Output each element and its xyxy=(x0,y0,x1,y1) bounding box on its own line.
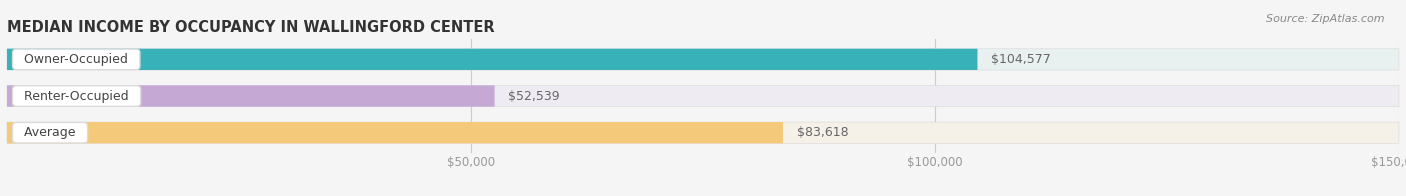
FancyBboxPatch shape xyxy=(7,49,1399,70)
Text: $52,539: $52,539 xyxy=(509,90,560,103)
FancyBboxPatch shape xyxy=(7,85,1399,107)
Text: Average: Average xyxy=(17,126,84,139)
Text: $83,618: $83,618 xyxy=(797,126,848,139)
Text: Source: ZipAtlas.com: Source: ZipAtlas.com xyxy=(1267,14,1385,24)
FancyBboxPatch shape xyxy=(7,85,495,107)
Text: Owner-Occupied: Owner-Occupied xyxy=(17,53,136,66)
Text: MEDIAN INCOME BY OCCUPANCY IN WALLINGFORD CENTER: MEDIAN INCOME BY OCCUPANCY IN WALLINGFOR… xyxy=(7,20,495,35)
FancyBboxPatch shape xyxy=(7,49,977,70)
FancyBboxPatch shape xyxy=(7,122,1399,143)
FancyBboxPatch shape xyxy=(7,122,783,143)
Text: Renter-Occupied: Renter-Occupied xyxy=(17,90,136,103)
Text: $104,577: $104,577 xyxy=(991,53,1052,66)
